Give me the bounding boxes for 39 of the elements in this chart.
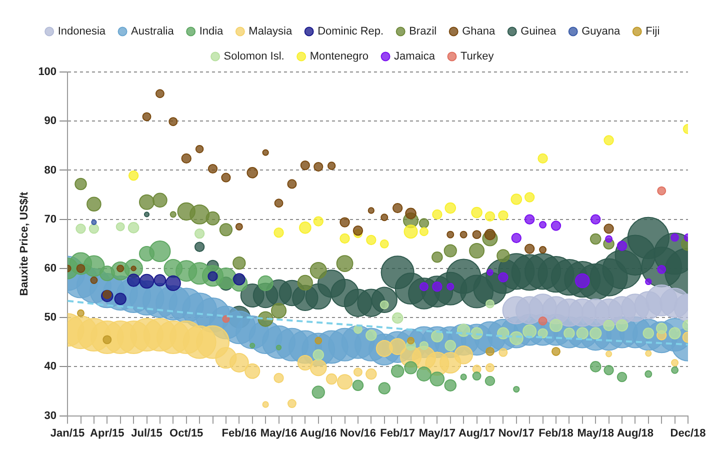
x-tick-label: Apr/15 [90,427,124,440]
y-tick-label: 80 [44,164,57,176]
legend-label: Jamaica [394,50,436,63]
y-tick-label: 50 [44,312,57,324]
y-tick-label: 70 [44,213,57,226]
x-tick-label: May/18 [577,427,614,440]
x-tick-label: Jul/15 [131,427,162,440]
legend-label: Dominic Rep. [318,26,384,38]
x-tick-label: Nov/16 [340,427,376,440]
legend-label: Malaysia [248,26,293,38]
legend-label: Fiji [646,26,660,38]
y-tick-label: 30 [44,410,57,422]
legend-label: Solomon Isl. [224,50,284,63]
legend-label: Turkey [460,50,494,63]
legend-label: Ghana [462,26,496,38]
x-tick-label: Jan/15 [50,427,85,440]
legend-label: Australia [131,26,175,38]
x-tick-label: Nov/17 [498,427,534,440]
x-tick-label: Dec/18 [670,427,706,440]
legend-label: Montenegro [310,50,369,63]
legend-label: Indonesia [58,26,106,38]
x-tick-label: Aug/18 [616,427,654,440]
x-tick-label: May/17 [418,427,456,440]
y-tick-label: 60 [44,262,57,274]
x-tick-label: May/16 [260,427,298,440]
x-tick-label: Feb/16 [222,427,257,440]
y-tick-label: 100 [38,66,57,78]
legend-label: Brazil [409,26,437,38]
legend-label: Guinea [520,26,557,38]
legend-label: India [199,26,224,38]
x-tick-label: Aug/16 [300,427,337,440]
y-tick-label: 40 [44,360,57,373]
x-tick-label: Aug/17 [458,427,496,440]
x-tick-label: Oct/15 [170,427,204,440]
y-axis-title: Bauxite Price, US$/t [18,192,31,296]
x-tick-label: Feb/18 [538,427,574,440]
legend-label: Guyana [582,26,622,38]
y-tick-label: 90 [44,115,57,128]
x-tick-label: Feb/17 [380,427,416,440]
